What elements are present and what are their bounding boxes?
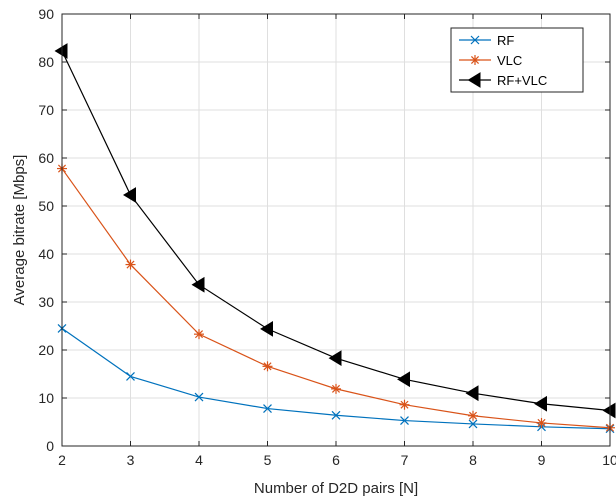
- data-point-rf-vlc: [397, 371, 410, 388]
- data-point-vlc: [331, 383, 341, 394]
- x-tick-label: 4: [195, 452, 203, 468]
- y-tick-label: 30: [38, 294, 54, 310]
- data-point-rf-vlc: [54, 43, 68, 59]
- legend: RF VLC RF+VLC: [450, 27, 584, 93]
- legend-label: RF+VLC: [497, 73, 547, 88]
- data-point-rf-vlc: [191, 276, 205, 293]
- data-point-rf: [331, 410, 341, 420]
- series-layer: [54, 43, 616, 434]
- x-tick-label: 10: [602, 452, 616, 468]
- x-tick-label: 2: [58, 452, 66, 468]
- marker-stroke: [470, 35, 480, 45]
- marker-stroke: [194, 392, 204, 402]
- y-tick-label: 0: [46, 438, 54, 454]
- data-point-rf-vlc: [602, 402, 616, 419]
- data-point-rf: [126, 371, 135, 381]
- x-tick-label: 3: [127, 452, 135, 468]
- marker-stroke: [331, 384, 341, 393]
- legend-marker: [470, 35, 480, 45]
- data-point-rf-vlc: [328, 350, 342, 367]
- data-point-rf: [468, 419, 478, 429]
- legend-entry-vlc: VLC: [459, 53, 522, 68]
- marker-stroke: [468, 419, 478, 429]
- legend-label: RF: [497, 33, 514, 48]
- data-point-rf-vlc: [260, 320, 273, 337]
- y-tick-label: 20: [38, 342, 54, 358]
- marker-stroke: [537, 418, 546, 427]
- legend-marker: [467, 72, 481, 88]
- data-point-vlc: [399, 399, 410, 410]
- marker-stroke: [468, 411, 478, 420]
- legend-entry-rf-vlc: RF+VLC: [459, 72, 547, 88]
- data-point-rf-vlc: [534, 395, 547, 412]
- tick-labels: 2 3 4 5 6 7 8 9 10 0 10 20 30 40 50 60 70 80 90: [38, 6, 616, 468]
- legend-label: VLC: [497, 53, 522, 68]
- y-tick-label: 80: [38, 54, 54, 70]
- x-tick-label: 7: [401, 452, 409, 468]
- y-tick-label: 70: [38, 102, 54, 118]
- marker-stroke: [470, 55, 480, 65]
- data-point-vlc: [262, 361, 273, 372]
- y-tick-label: 40: [38, 246, 54, 262]
- series-rf-vlc: [54, 43, 616, 419]
- x-tick-label: 5: [264, 452, 272, 468]
- x-axis-label: Number of D2D pairs [N]: [254, 480, 418, 497]
- x-tick-label: 9: [538, 452, 546, 468]
- data-point-rf: [400, 416, 409, 425]
- marker-stroke: [263, 404, 272, 413]
- marker-stroke: [400, 400, 409, 409]
- data-point-rf-vlc: [465, 385, 479, 402]
- y-tick-label: 90: [38, 6, 54, 22]
- legend-entry-rf: RF: [459, 33, 514, 48]
- x-tick-label: 6: [332, 452, 340, 468]
- data-point-rf-vlc: [123, 187, 136, 203]
- y-axis-label: Average bitrate [Mbps]: [11, 155, 28, 306]
- marker-stroke: [126, 371, 135, 381]
- data-point-rf: [263, 404, 272, 413]
- axes: [61, 13, 611, 447]
- series-rf: [57, 323, 615, 434]
- data-point-vlc: [125, 259, 136, 270]
- marker-stroke: [331, 410, 341, 420]
- marker-stroke: [400, 416, 409, 425]
- y-tick-label: 10: [38, 390, 54, 406]
- marker-stroke: [263, 362, 272, 371]
- marker-stroke: [194, 330, 204, 339]
- data-point-vlc: [536, 417, 547, 428]
- y-tick-label: 60: [38, 150, 54, 166]
- legend-marker: [470, 55, 480, 65]
- x-tick-label: 8: [469, 452, 477, 468]
- y-tick-label: 50: [38, 198, 54, 214]
- data-point-vlc: [194, 329, 204, 340]
- marker-stroke: [126, 260, 135, 269]
- data-point-rf: [194, 392, 204, 402]
- data-point-vlc: [468, 410, 478, 421]
